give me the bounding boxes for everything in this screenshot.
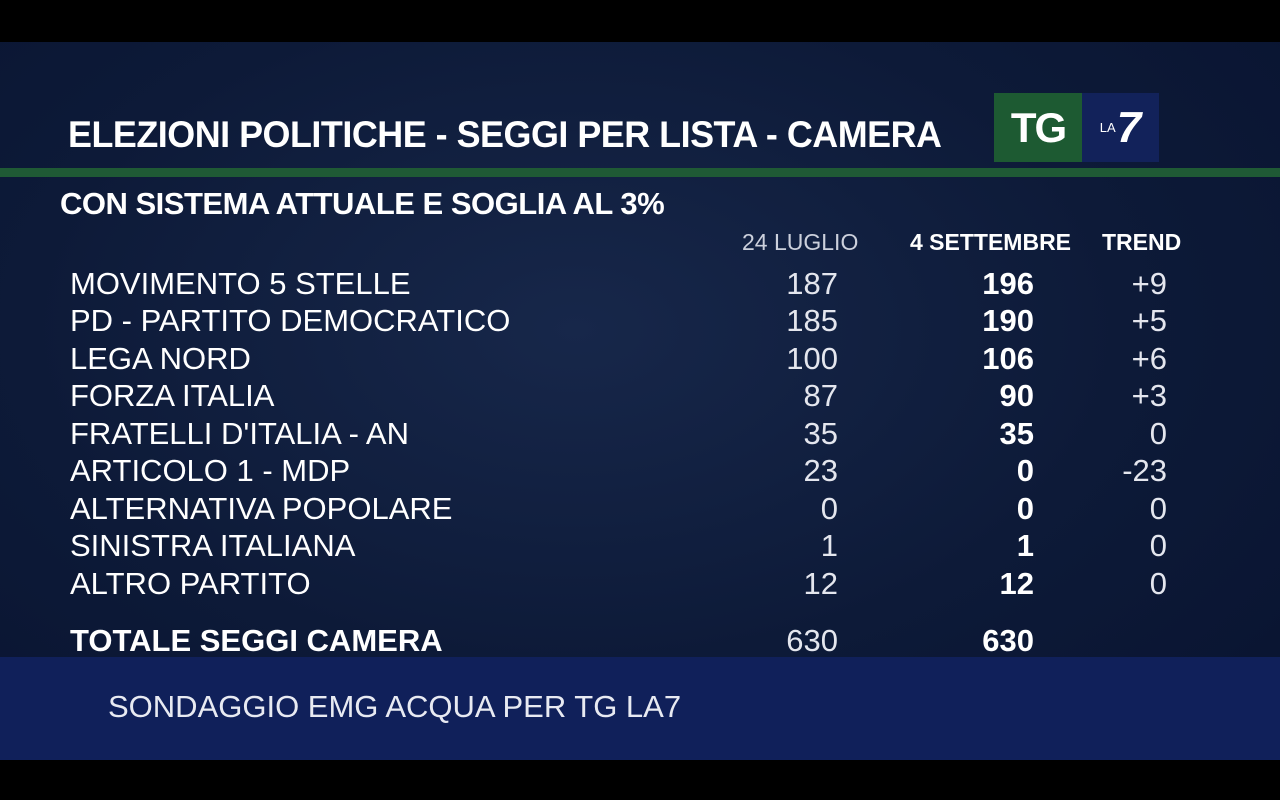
graphic-title: ELEZIONI POLITICHE - SEGGI PER LISTA - C… — [68, 114, 942, 155]
total-row: TOTALE SEGGI CAMERA 630 630 — [0, 623, 1280, 661]
table-row: ALTERNATIVA POPOLARE 0 0 0 — [0, 491, 1280, 529]
total-curr: 630 — [982, 623, 1034, 658]
seats-curr: 1 — [1016, 528, 1034, 563]
seats-curr: 0 — [1016, 491, 1034, 526]
seats-prev: 100 — [786, 341, 838, 376]
party-name: LEGA NORD — [70, 341, 251, 376]
seats-curr: 0 — [1016, 453, 1034, 488]
seats-trend: -23 — [1122, 453, 1167, 488]
party-name: ARTICOLO 1 - MDP — [70, 453, 351, 488]
seats-prev: 12 — [803, 566, 838, 601]
party-name: ALTERNATIVA POPOLARE — [70, 491, 453, 526]
seats-trend: +6 — [1131, 341, 1167, 376]
seats-prev: 187 — [786, 266, 838, 301]
column-header-prev: 24 LUGLIO — [742, 229, 859, 255]
seats-curr: 35 — [999, 416, 1034, 451]
seats-prev: 185 — [786, 303, 838, 338]
total-prev: 630 — [786, 623, 838, 658]
party-name: MOVIMENTO 5 STELLE — [70, 266, 411, 301]
la7-logo: LA 7 — [1082, 93, 1159, 162]
party-name: FORZA ITALIA — [70, 378, 275, 413]
seats-trend: +5 — [1131, 303, 1167, 338]
seats-prev: 35 — [803, 416, 838, 451]
divider-line — [0, 168, 1280, 177]
seats-curr: 12 — [999, 566, 1034, 601]
graphic-subtitle: CON SISTEMA ATTUALE E SOGLIA AL 3% — [60, 186, 665, 221]
table-row: LEGA NORD 100 106 +6 — [0, 341, 1280, 379]
table-row: SINISTRA ITALIANA 1 1 0 — [0, 528, 1280, 566]
party-name: PD - PARTITO DEMOCRATICO — [70, 303, 511, 338]
footer-bar: SONDAGGIO EMG ACQUA PER TG LA7 — [0, 657, 1280, 760]
party-name: SINISTRA ITALIANA — [70, 528, 356, 563]
seats-prev: 23 — [803, 453, 838, 488]
party-name: ALTRO PARTITO — [70, 566, 311, 601]
seats-curr: 190 — [982, 303, 1034, 338]
la7-logo-seven: 7 — [1116, 102, 1142, 152]
seats-trend: 0 — [1149, 528, 1167, 563]
column-header-curr: 4 SETTEMBRE — [910, 229, 1072, 255]
seats-trend: 0 — [1149, 491, 1167, 526]
table-row: ARTICOLO 1 - MDP 23 0 -23 — [0, 453, 1280, 491]
table-row: FORZA ITALIA 87 90 +3 — [0, 378, 1280, 416]
party-name: FRATELLI D'ITALIA - AN — [70, 416, 409, 451]
table-row: ALTRO PARTITO 12 12 0 — [0, 566, 1280, 604]
table-row: PD - PARTITO DEMOCRATICO 185 190 +5 — [0, 303, 1280, 341]
seats-trend: 0 — [1149, 416, 1167, 451]
la7-logo-la: LA — [1099, 120, 1116, 135]
tg-logo: TG — [994, 93, 1082, 162]
seats-curr: 106 — [982, 341, 1034, 376]
seats-trend: +3 — [1131, 378, 1167, 413]
seats-curr: 90 — [999, 378, 1034, 413]
seats-prev: 87 — [803, 378, 838, 413]
seats-trend: 0 — [1149, 566, 1167, 601]
seats-prev: 0 — [820, 491, 838, 526]
seats-trend: +9 — [1131, 266, 1167, 301]
total-label: TOTALE SEGGI CAMERA — [70, 623, 443, 658]
source-caption: SONDAGGIO EMG ACQUA PER TG LA7 — [108, 689, 682, 724]
seats-prev: 1 — [820, 528, 838, 563]
column-header-trend: TREND — [1102, 229, 1182, 255]
table-row: FRATELLI D'ITALIA - AN 35 35 0 — [0, 416, 1280, 454]
seats-curr: 196 — [982, 266, 1034, 301]
tg-logo-text: TG — [1010, 103, 1067, 151]
table-row: MOVIMENTO 5 STELLE 187 196 +9 — [0, 266, 1280, 304]
